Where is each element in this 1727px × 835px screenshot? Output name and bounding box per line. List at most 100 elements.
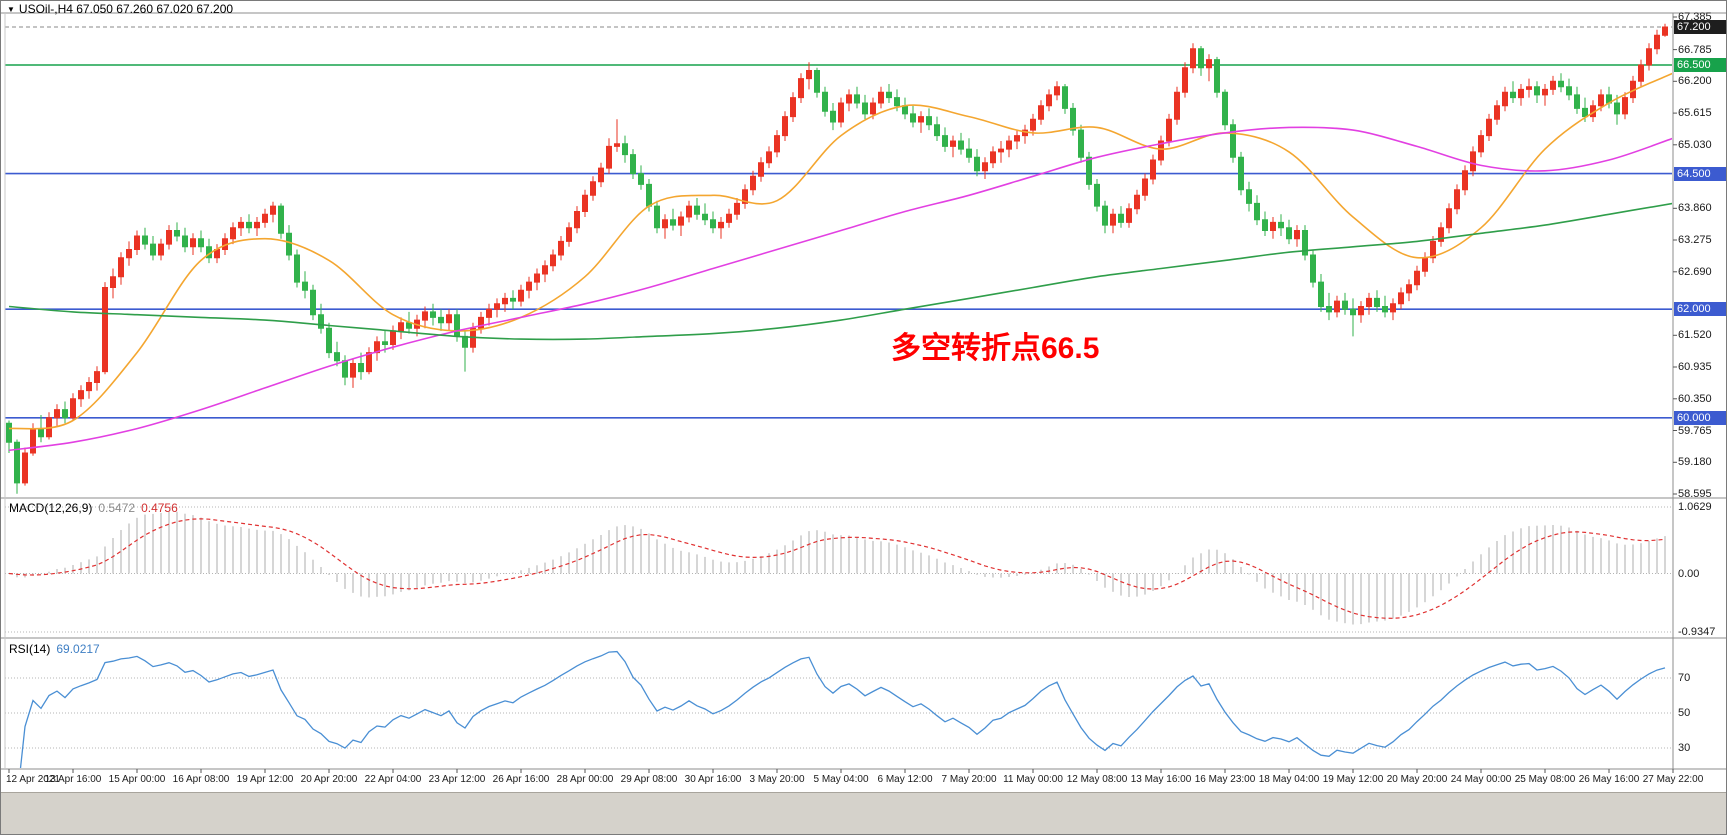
candle bbox=[1046, 89, 1052, 112]
candle bbox=[1414, 265, 1420, 291]
price-tick-label: 65.030 bbox=[1678, 138, 1712, 151]
time-axis-label: 19 Apr 12:00 bbox=[236, 774, 294, 785]
candle bbox=[1078, 124, 1084, 163]
footer-strip bbox=[1, 792, 1726, 834]
candle bbox=[614, 119, 620, 152]
candle bbox=[950, 135, 956, 158]
macd-value-signal: 0.4756 bbox=[141, 501, 178, 515]
time-axis-label: 22 Apr 04:00 bbox=[364, 774, 422, 785]
candle bbox=[646, 179, 652, 212]
candle bbox=[998, 141, 1004, 163]
macd-signal-line bbox=[8, 518, 1666, 619]
candle bbox=[1350, 298, 1356, 337]
candle bbox=[574, 206, 580, 234]
candle bbox=[942, 127, 948, 152]
rsi-axis-label: 70 bbox=[1678, 672, 1691, 684]
candle bbox=[502, 292, 508, 312]
candle bbox=[174, 222, 180, 242]
time-axis-label: 7 May 20:00 bbox=[941, 774, 997, 785]
candle bbox=[1150, 154, 1156, 185]
time-axis-label: 3 May 20:00 bbox=[749, 774, 805, 785]
candle bbox=[1470, 146, 1476, 177]
candle bbox=[558, 236, 564, 261]
price-tick-label: 61.520 bbox=[1678, 329, 1712, 342]
candle bbox=[1054, 81, 1060, 101]
rsi-axis-label: 50 bbox=[1678, 707, 1691, 719]
candle bbox=[1246, 181, 1252, 212]
candle bbox=[182, 227, 188, 253]
rsi-line bbox=[19, 650, 1666, 768]
candle bbox=[1094, 179, 1100, 212]
price-tick-label: 60.350 bbox=[1678, 392, 1712, 405]
macd-axis-label: 0.00 bbox=[1678, 567, 1700, 580]
time-axis-label: 11 May 00:00 bbox=[1003, 774, 1063, 785]
candle bbox=[1326, 292, 1332, 321]
main-chart-surface[interactable] bbox=[5, 13, 1672, 498]
candle bbox=[1086, 151, 1092, 190]
candle bbox=[1214, 56, 1220, 98]
candle bbox=[1646, 43, 1652, 71]
candle bbox=[86, 377, 92, 399]
candle bbox=[966, 138, 972, 163]
candle bbox=[1102, 200, 1108, 234]
candle bbox=[1366, 292, 1372, 315]
candle bbox=[686, 200, 692, 223]
chart-menu-icon[interactable]: ▼ bbox=[7, 4, 15, 14]
time-axis-label: 30 Apr 16:00 bbox=[684, 774, 742, 785]
candle bbox=[566, 222, 572, 247]
candle bbox=[910, 105, 916, 128]
macd-plot bbox=[5, 506, 1672, 633]
candle bbox=[822, 86, 828, 117]
candle bbox=[142, 227, 148, 250]
candle bbox=[94, 366, 100, 391]
price-tick-label: 65.615 bbox=[1678, 107, 1712, 120]
rsi-indicator-label: RSI(14) 69.0217 bbox=[9, 642, 100, 656]
candle bbox=[1494, 100, 1500, 125]
candle bbox=[838, 97, 844, 128]
candle bbox=[734, 198, 740, 220]
candle bbox=[1542, 84, 1548, 106]
candle bbox=[630, 149, 636, 179]
candle bbox=[1486, 113, 1492, 141]
candle bbox=[1526, 78, 1532, 98]
candle bbox=[518, 284, 524, 307]
candle bbox=[1342, 292, 1348, 315]
candle bbox=[1398, 287, 1404, 310]
price-tick-label: 67.385 bbox=[1678, 11, 1712, 23]
candle bbox=[1062, 84, 1068, 114]
rsi-surface[interactable] bbox=[5, 638, 1672, 769]
time-axis-label: 19 May 12:00 bbox=[1322, 774, 1384, 785]
candle bbox=[126, 241, 132, 266]
candle bbox=[542, 260, 548, 283]
candle bbox=[814, 67, 820, 98]
candle bbox=[1590, 100, 1596, 122]
time-axis-label: 25 May 08:00 bbox=[1514, 774, 1576, 785]
candle bbox=[1638, 59, 1644, 87]
candle bbox=[254, 217, 260, 236]
candle bbox=[1614, 94, 1620, 125]
candle bbox=[1478, 130, 1484, 158]
candle bbox=[774, 130, 780, 158]
candle bbox=[918, 111, 924, 133]
candle bbox=[654, 200, 660, 234]
candle bbox=[702, 203, 708, 226]
candle bbox=[670, 208, 676, 231]
rsi-axis-label: 30 bbox=[1678, 742, 1691, 754]
candle bbox=[302, 271, 308, 299]
macd-surface[interactable] bbox=[5, 498, 1672, 638]
candle bbox=[1334, 295, 1340, 318]
candle bbox=[1286, 219, 1292, 245]
macd-axis-label: -0.9347 bbox=[1678, 626, 1716, 638]
candle bbox=[1654, 29, 1660, 55]
candle bbox=[990, 146, 996, 169]
candle bbox=[318, 303, 324, 334]
candle bbox=[190, 233, 196, 255]
candle bbox=[1374, 290, 1380, 312]
price-level-badge: 62.000 bbox=[1674, 302, 1726, 317]
price-tick-label: 59.765 bbox=[1678, 424, 1712, 437]
candle bbox=[22, 447, 28, 486]
candle bbox=[214, 244, 220, 264]
candle bbox=[622, 135, 628, 163]
